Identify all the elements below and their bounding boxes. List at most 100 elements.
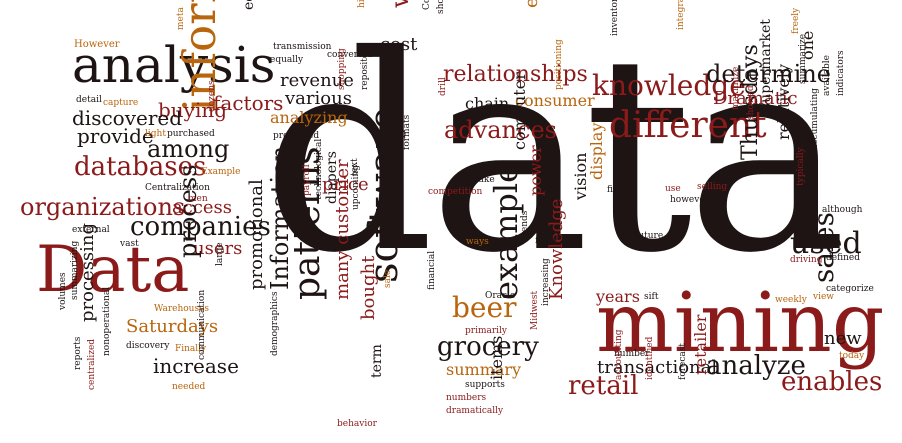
word-financial: financial [427,250,437,290]
word-analyzing: analyzing [270,108,348,127]
word-chain: chain [465,94,510,113]
word-different: different [609,105,767,146]
word-processed: processed [273,131,320,141]
word-sale: sale [383,269,393,288]
word-bought: bought [358,255,379,320]
word-behavior: behavior [337,419,377,429]
word-provide: provide [77,124,154,148]
word-numbers: numbers [446,393,487,403]
word-defined: defined [826,253,860,263]
word-shoppers: shoppers [436,0,446,14]
word-transmission: transmission [273,42,332,52]
word-knowledge: knowledge [592,69,746,102]
word-showed: showed [746,85,756,120]
word-retail: retail [568,371,639,401]
word-weekly: weekly [775,295,807,305]
word-demographics: demographics [270,291,280,356]
word-formats: formats [402,114,412,150]
word-cost: cost [380,34,418,55]
word-Saturdays: Saturdays [126,316,219,337]
word-buying: buying [158,98,228,122]
word-positioning: positioning [554,39,564,90]
word-various: various [285,88,352,109]
word-categorize: categorize [826,284,874,294]
word-converted: converted [327,50,373,60]
word-determine: determine [706,60,831,88]
word-relationships: relationships [443,62,588,87]
word-display: display [587,122,606,180]
word-ways: ways [466,237,489,247]
word-organizations: organizations [20,193,186,221]
word-number: number [614,349,650,359]
word-relatively: relatively [774,64,793,140]
word-driving: driving [790,255,823,265]
word-fields: fields [607,185,632,195]
word-identified: identified [645,336,655,380]
word-grocery: grocery [437,332,539,362]
word-used: used [790,226,862,261]
word-primarily: primarily [465,326,507,336]
word-Centralization: Centralization [145,183,210,193]
word-Oracle: Oracle [485,291,516,301]
word-historical: historical [357,0,367,8]
word-sales: sales [807,212,840,283]
word-large: large [215,242,225,266]
word-transactional: transactional [597,357,718,378]
word-enables: enables [781,367,883,397]
word-reports: reports [73,336,83,370]
word-databases: databases [74,152,207,182]
word-Finally: Finally [175,344,207,354]
word-process: process [174,164,202,258]
word-supports: supports [465,380,505,390]
word-selling: selling [697,182,728,192]
word-data-large: data [262,0,847,312]
word-meta: meta [176,7,186,30]
word-supermarket: supermarket [758,19,774,110]
word-accounting: accounting [614,329,624,380]
word-discovered: discovered [72,106,183,130]
word-repository: repository [360,43,370,90]
word-volumes: volumes [58,272,68,310]
word-Warehouses: Warehouses [154,304,210,314]
word-analysis: analysis [72,36,276,94]
word-nonoperational: nonoperational [102,286,112,356]
word-integrate: integrate [676,0,686,30]
word-view: view [813,292,834,302]
word-inventory: inventory [610,0,620,36]
word-data-capital: Data [36,233,190,307]
word-typically: typically [796,147,806,186]
word-increase: increase [153,354,239,378]
word-Continuous: Continuous [422,0,432,10]
word-however: however [670,195,709,205]
word-summarizing: summarizing [70,240,80,300]
word-consumer: consumer [515,91,595,110]
word-capture: capture [103,98,139,108]
word-companies: companies [130,212,271,242]
word-vast: vast [120,239,139,249]
word-although: although [822,205,863,215]
word-technological: technological [314,138,324,200]
word-among: among [147,135,230,163]
word-Example: Example [201,167,241,177]
word-trends: trends [520,210,530,240]
word-maximize: maximize [731,66,741,110]
word-today: today [839,351,865,361]
word-detail: detail [76,95,102,105]
word-equally: equally [270,55,304,65]
word-competition: competition [428,187,483,197]
word-analyze: analyze [706,351,806,381]
word-computer: computer [510,72,529,150]
word-upcoming: upcoming [351,165,361,210]
word-payroll: payroll [302,164,312,196]
word-warehousing: warehousing [386,0,414,8]
word-centralized: centralized [87,338,97,390]
word-use: use [665,184,681,194]
word-price: price [322,174,369,195]
word-external: external [72,225,110,235]
word-indicators: indicators [836,50,846,96]
word-accumulating: accumulating [810,88,820,150]
word-new: new [824,328,862,349]
word-retailer: retailer [691,314,710,375]
word-communication: communication [197,289,207,360]
